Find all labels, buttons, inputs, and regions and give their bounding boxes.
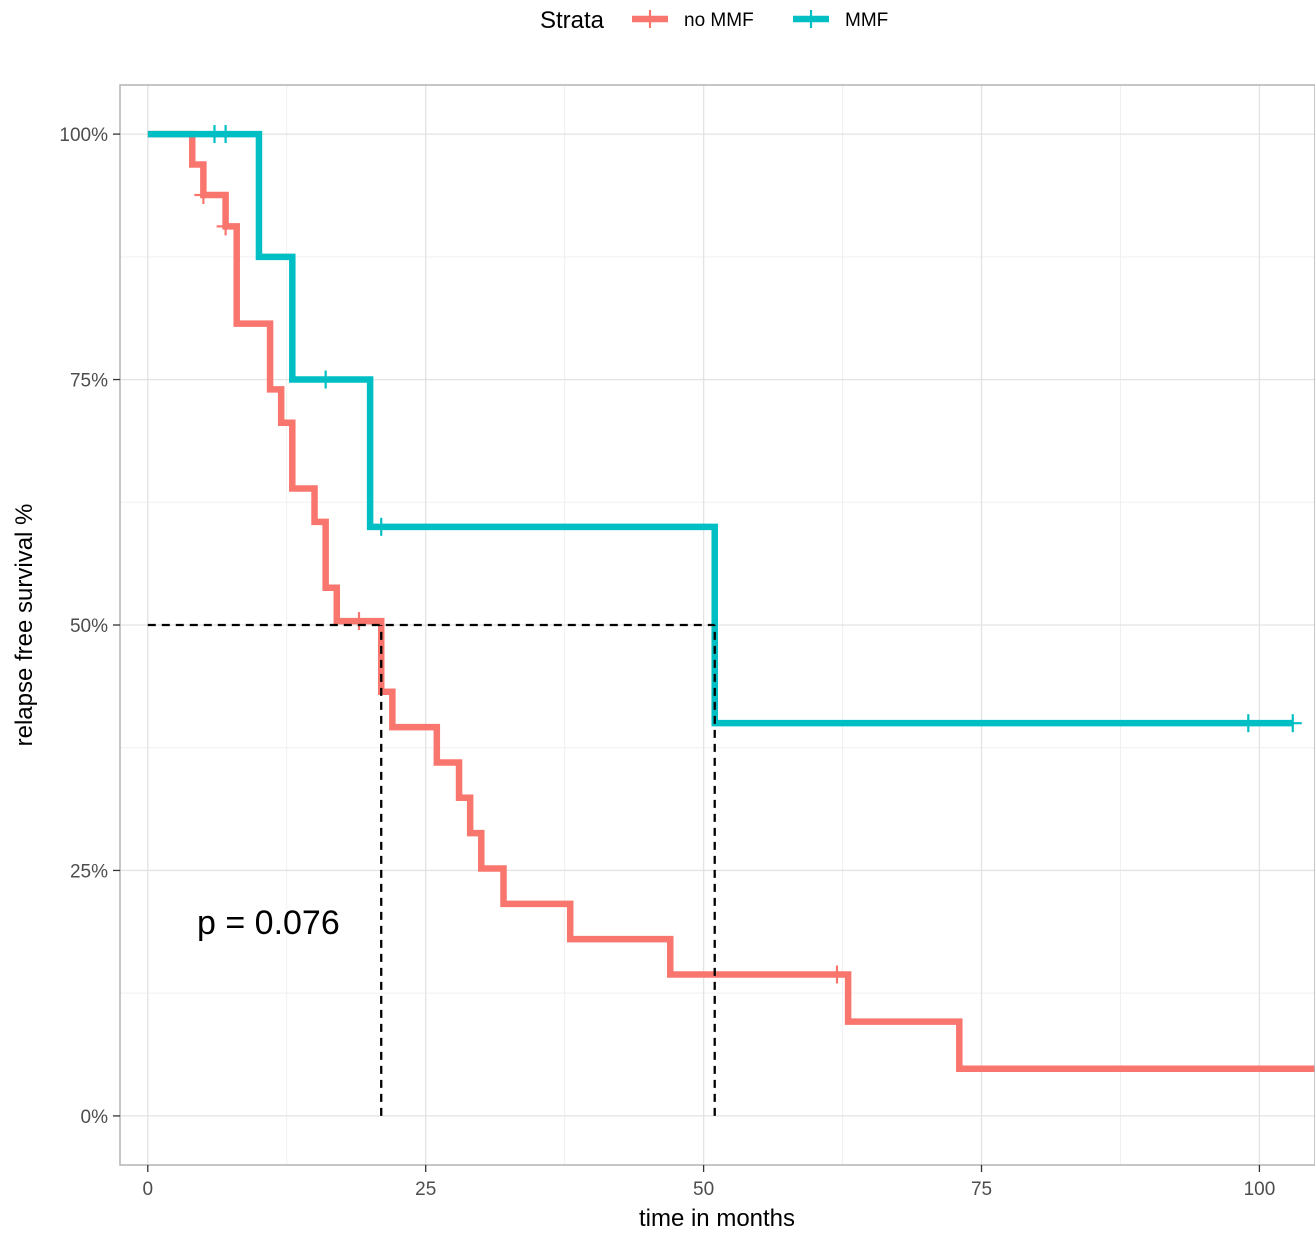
x-tick-label: 75 <box>971 1179 992 1200</box>
series-no-mmf <box>147 130 1315 1073</box>
legend-label: no MMF <box>684 10 754 31</box>
y-tick-label: 100% <box>59 125 108 146</box>
x-tick-label: 100 <box>1244 1179 1276 1200</box>
p-value-annotation: p = 0.076 <box>197 904 340 942</box>
x-tick-label: 50 <box>693 1179 714 1200</box>
legend: Strata no MMF MMF <box>540 7 888 34</box>
y-tick-label: 50% <box>70 616 108 637</box>
y-tick-label: 75% <box>70 371 108 392</box>
y-axis: 0% 25% 50% 75% 100% <box>59 125 120 1128</box>
x-tick-label: 0 <box>143 1179 154 1200</box>
legend-title: Strata <box>540 7 605 34</box>
y-axis-title: relapse free survival % <box>11 504 38 747</box>
survival-step-line <box>147 130 1315 1073</box>
y-tick-label: 25% <box>70 861 108 882</box>
y-tick-label: 0% <box>81 1107 109 1128</box>
median-lines <box>147 623 716 1116</box>
legend-item-mmf: MMF <box>793 10 888 31</box>
legend-item-no-mmf: no MMF <box>632 10 754 31</box>
x-axis: 0 25 50 75 100 <box>143 1165 1276 1200</box>
legend-label: MMF <box>845 10 888 31</box>
x-tick-label: 25 <box>415 1179 436 1200</box>
x-axis-title: time in months <box>639 1205 795 1232</box>
grid-minor <box>120 85 1315 1165</box>
